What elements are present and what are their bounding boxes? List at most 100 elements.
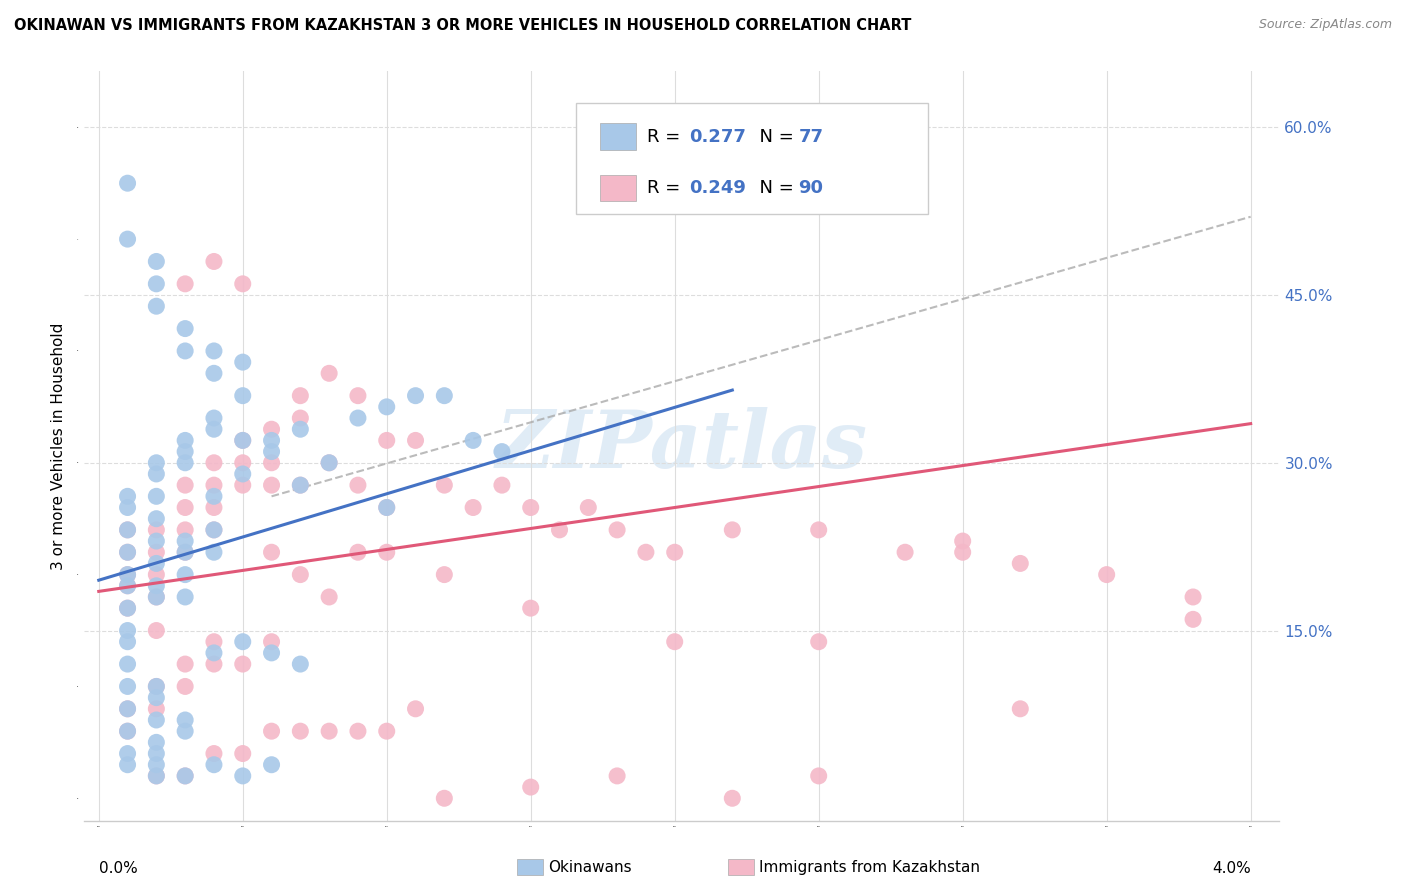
Point (174, 545, 197, 559)
Point (117, 523, 139, 537)
Point (145, 702, 167, 716)
Point (548, 523, 571, 537)
Point (145, 713, 167, 727)
Point (232, 456, 254, 470)
Point (260, 634, 283, 648)
Point (145, 690, 167, 705)
Point (145, 567, 167, 582)
Point (202, 523, 225, 537)
Point (375, 724, 398, 739)
Point (145, 590, 167, 604)
Text: Okinawans: Okinawans (548, 860, 631, 874)
Point (117, 523, 139, 537)
Point (290, 478, 312, 492)
Point (174, 769, 197, 783)
Point (145, 523, 167, 537)
Point (145, 680, 167, 694)
Text: 90: 90 (799, 179, 824, 197)
Point (174, 456, 197, 470)
Point (375, 545, 398, 559)
Point (894, 545, 917, 559)
Text: Source: ZipAtlas.com: Source: ZipAtlas.com (1258, 18, 1392, 31)
Point (145, 590, 167, 604)
Point (664, 634, 686, 648)
Point (375, 434, 398, 448)
Point (290, 657, 312, 671)
Point (117, 232, 139, 246)
Point (232, 747, 254, 761)
Point (202, 343, 225, 358)
Point (145, 735, 167, 749)
Point (318, 456, 340, 470)
Point (117, 702, 139, 716)
Point (145, 456, 167, 470)
Point (347, 389, 370, 403)
Point (174, 713, 197, 727)
Text: N =: N = (748, 179, 800, 197)
Point (174, 444, 197, 458)
Point (117, 757, 139, 772)
Point (202, 478, 225, 492)
Point (606, 523, 628, 537)
Point (664, 545, 686, 559)
Point (117, 545, 139, 559)
Point (1182, 590, 1205, 604)
Point (290, 724, 312, 739)
Point (202, 367, 225, 381)
Point (174, 680, 197, 694)
Point (318, 456, 340, 470)
Point (491, 478, 513, 492)
Point (232, 434, 254, 448)
Text: Immigrants from Kazakhstan: Immigrants from Kazakhstan (759, 860, 980, 874)
Point (202, 545, 225, 559)
Point (232, 277, 254, 291)
Point (174, 321, 197, 335)
Point (576, 500, 599, 515)
Point (202, 422, 225, 436)
Text: 77: 77 (799, 128, 824, 145)
Point (232, 657, 254, 671)
Point (347, 478, 370, 492)
Point (117, 579, 139, 593)
Point (721, 523, 744, 537)
Point (405, 434, 427, 448)
Text: R =: R = (647, 128, 686, 145)
Point (202, 456, 225, 470)
Point (463, 500, 485, 515)
Point (117, 634, 139, 648)
Point (117, 567, 139, 582)
Point (117, 724, 139, 739)
Point (1182, 612, 1205, 626)
Point (174, 523, 197, 537)
Point (117, 601, 139, 615)
Point (232, 355, 254, 369)
Point (1010, 702, 1032, 716)
Point (260, 444, 283, 458)
Point (433, 567, 456, 582)
Point (433, 791, 456, 805)
Point (232, 389, 254, 403)
Point (117, 545, 139, 559)
Point (807, 769, 830, 783)
Point (491, 444, 513, 458)
Point (375, 500, 398, 515)
Point (174, 500, 197, 515)
Point (117, 176, 139, 190)
Point (145, 624, 167, 638)
Point (260, 757, 283, 772)
Point (117, 500, 139, 515)
Point (318, 724, 340, 739)
Point (174, 534, 197, 549)
Point (290, 389, 312, 403)
Text: OKINAWAN VS IMMIGRANTS FROM KAZAKHSTAN 3 OR MORE VEHICLES IN HOUSEHOLD CORRELATI: OKINAWAN VS IMMIGRANTS FROM KAZAKHSTAN 3… (14, 18, 911, 33)
Point (145, 757, 167, 772)
Point (290, 567, 312, 582)
Point (174, 545, 197, 559)
Point (1010, 557, 1032, 571)
Point (260, 646, 283, 660)
Point (174, 343, 197, 358)
Point (202, 646, 225, 660)
Point (260, 545, 283, 559)
Point (202, 757, 225, 772)
Text: ZIPatlas: ZIPatlas (496, 408, 868, 484)
